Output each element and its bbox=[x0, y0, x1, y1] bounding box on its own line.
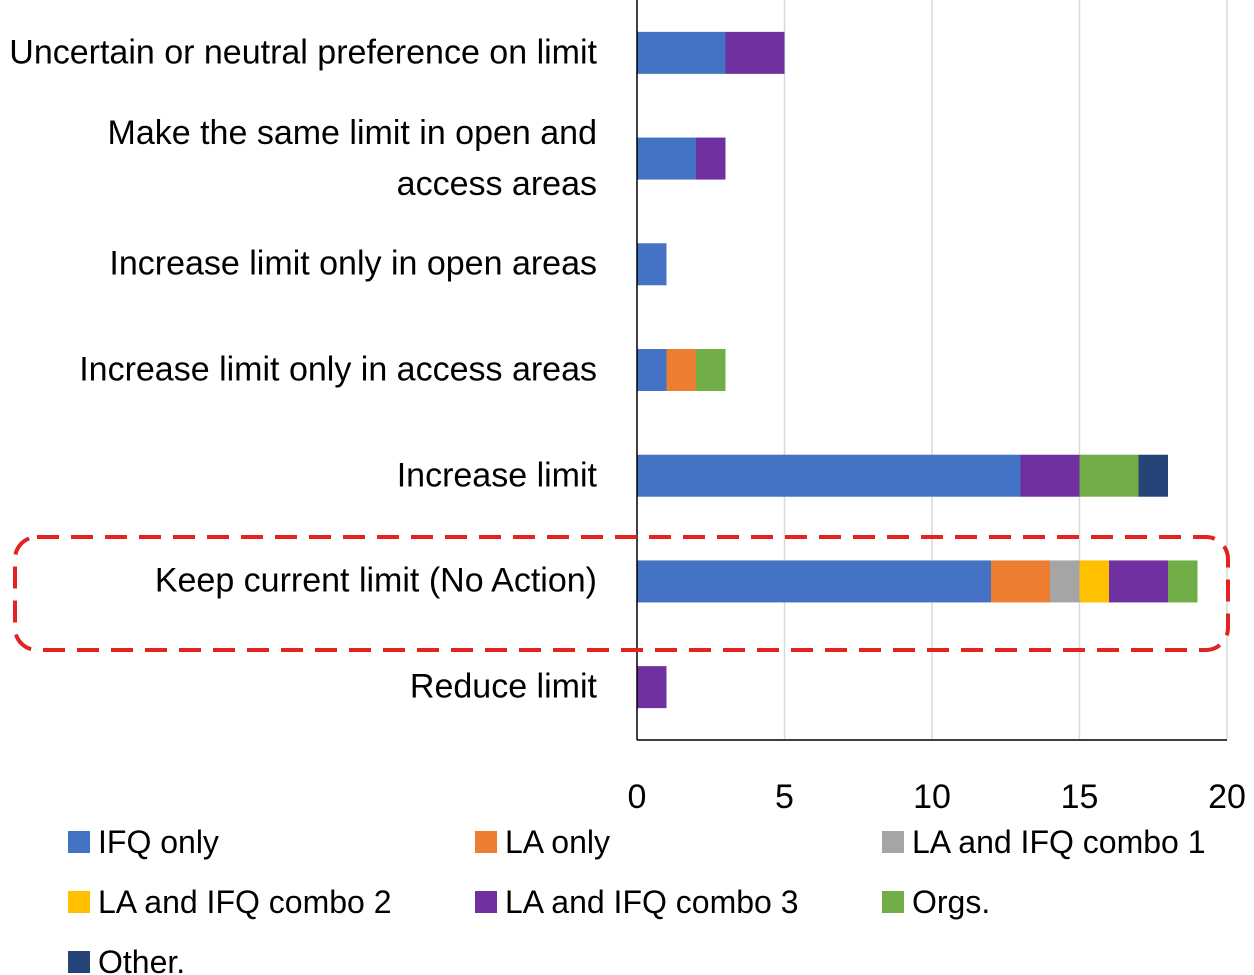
x-tick-label: 10 bbox=[913, 778, 951, 816]
x-tick-label: 15 bbox=[1061, 778, 1099, 816]
legend-swatch bbox=[882, 831, 904, 853]
legend-label: LA and IFQ combo 3 bbox=[505, 884, 799, 920]
legend-label: LA and IFQ combo 1 bbox=[912, 824, 1206, 860]
legend-label: LA and IFQ combo 2 bbox=[98, 884, 392, 920]
legend-label: LA only bbox=[505, 824, 610, 860]
bar-segment bbox=[991, 560, 1050, 603]
bar-segment bbox=[725, 31, 785, 74]
bar-segment bbox=[1050, 560, 1080, 603]
x-tick-label: 20 bbox=[1208, 778, 1246, 816]
legend-label: Orgs. bbox=[912, 884, 990, 920]
bar-segment bbox=[1109, 560, 1168, 603]
category-label: Reduce limit bbox=[409, 667, 597, 706]
bar-segment bbox=[696, 137, 726, 180]
bar-segment bbox=[1138, 454, 1168, 497]
bar-segment bbox=[1079, 560, 1109, 603]
bar-segment bbox=[637, 31, 726, 74]
bar-segment bbox=[637, 560, 991, 603]
category-label: Increase limit bbox=[396, 456, 597, 495]
legend-swatch bbox=[68, 831, 90, 853]
x-tick-label: 5 bbox=[775, 778, 794, 816]
legend-swatch bbox=[475, 891, 497, 913]
legend-swatch bbox=[475, 831, 497, 853]
bar-segment bbox=[637, 243, 667, 286]
category-label: Make the same limit in open and access a… bbox=[107, 113, 597, 203]
legend-swatch bbox=[68, 951, 90, 973]
x-tick-label: 0 bbox=[628, 778, 647, 816]
legend-label: IFQ only bbox=[98, 824, 219, 860]
highlight-box bbox=[13, 535, 1230, 652]
bar-segment bbox=[696, 349, 726, 391]
category-label: Keep current limit (No Action) bbox=[154, 561, 597, 600]
bar-segment bbox=[637, 454, 1021, 497]
category-label: Increase limit only in open areas bbox=[109, 244, 597, 283]
bar-segment bbox=[1168, 560, 1198, 603]
bar-segment bbox=[637, 666, 667, 709]
bar-segment bbox=[1020, 454, 1080, 497]
bar-segment bbox=[637, 137, 696, 180]
bar-segment bbox=[637, 349, 667, 391]
bar-segment bbox=[666, 349, 696, 391]
category-label: Uncertain or neutral preference on limit bbox=[9, 33, 597, 72]
legend-swatch bbox=[882, 891, 904, 913]
category-label: Increase limit only in access areas bbox=[79, 350, 597, 389]
legend-label: Other. bbox=[98, 944, 185, 975]
legend-swatch bbox=[68, 891, 90, 913]
bar-segment bbox=[1079, 454, 1139, 497]
